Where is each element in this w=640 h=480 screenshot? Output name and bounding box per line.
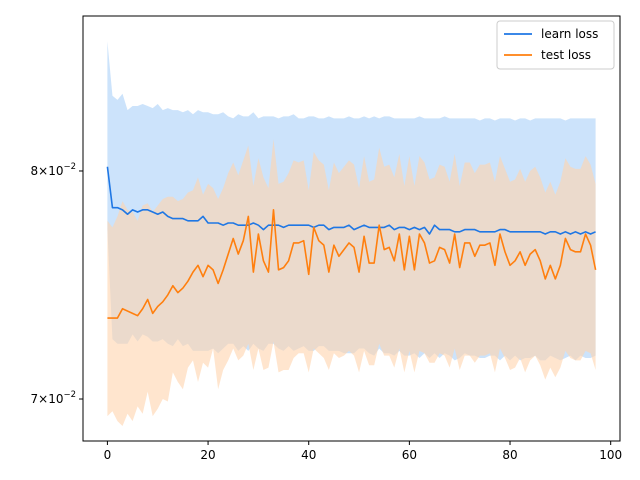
series-line-1 — [107, 209, 597, 319]
y-axis: 7×10−2 8×10−2 — [31, 162, 83, 406]
x-tick-label: 0 — [104, 448, 112, 462]
legend-label-0: learn loss — [541, 27, 598, 41]
series-lines — [106, 166, 597, 319]
x-tick-label: 100 — [599, 448, 622, 462]
y-tick-label: 7×10−2 — [31, 390, 77, 406]
x-tick-label: 60 — [402, 448, 417, 462]
series-line-0 — [106, 166, 596, 235]
confidence-bands — [107, 41, 596, 427]
legend: learn loss test loss — [496, 20, 615, 70]
axes-frame — [82, 15, 621, 442]
x-tick-label: 20 — [200, 448, 215, 462]
y-tick-label: 8×10−2 — [31, 162, 77, 178]
x-tick-label: 80 — [502, 448, 517, 462]
x-tick-label: 40 — [301, 448, 316, 462]
band-1 — [107, 139, 596, 427]
plot-area: 0 20 40 60 80 100 7×10−2 8×10−2 learn loss test… — [31, 15, 622, 462]
legend-box — [496, 20, 615, 70]
x-axis: 0 20 40 60 80 100 — [104, 441, 622, 462]
legend-label-1: test loss — [541, 48, 591, 62]
